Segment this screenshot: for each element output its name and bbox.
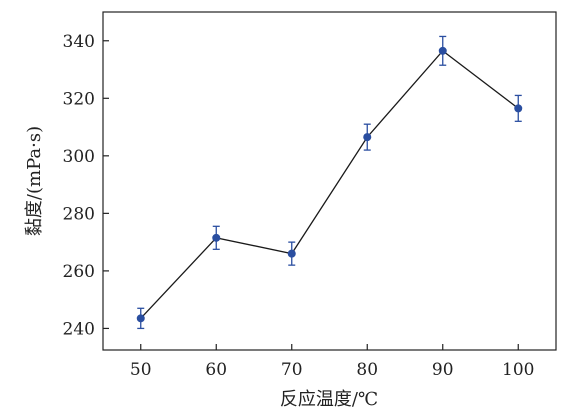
data-point bbox=[514, 104, 523, 113]
x-tick-label: 90 bbox=[432, 360, 454, 380]
data-point bbox=[438, 46, 447, 55]
data-point bbox=[287, 249, 296, 258]
y-tick-label: 320 bbox=[63, 89, 95, 109]
y-tick-label: 240 bbox=[63, 319, 95, 339]
plot-frame bbox=[102, 11, 557, 351]
x-tick-label: 60 bbox=[205, 360, 227, 380]
y-tick-label: 300 bbox=[63, 147, 95, 167]
x-axis-title: 反应温度/℃ bbox=[280, 389, 378, 410]
x-tick-label: 70 bbox=[281, 360, 303, 380]
x-tick-label: 80 bbox=[356, 360, 378, 380]
y-tick-label: 280 bbox=[63, 204, 95, 224]
y-tick-label: 340 bbox=[63, 32, 95, 52]
x-axis: 50 60 70 80 90 100 bbox=[130, 344, 534, 380]
x-tick-label: 50 bbox=[130, 360, 152, 380]
data-point bbox=[212, 233, 221, 242]
y-axis-title: 黏度/(mPa·s) bbox=[24, 126, 45, 236]
x-tick-label: 100 bbox=[502, 360, 534, 380]
series-layer bbox=[136, 35, 523, 330]
series-line bbox=[140, 49, 519, 319]
y-axis: 240 260 280 300 320 340 bbox=[63, 32, 109, 339]
data-point bbox=[136, 314, 145, 323]
data-point bbox=[363, 133, 372, 142]
y-tick-label: 260 bbox=[63, 262, 95, 282]
